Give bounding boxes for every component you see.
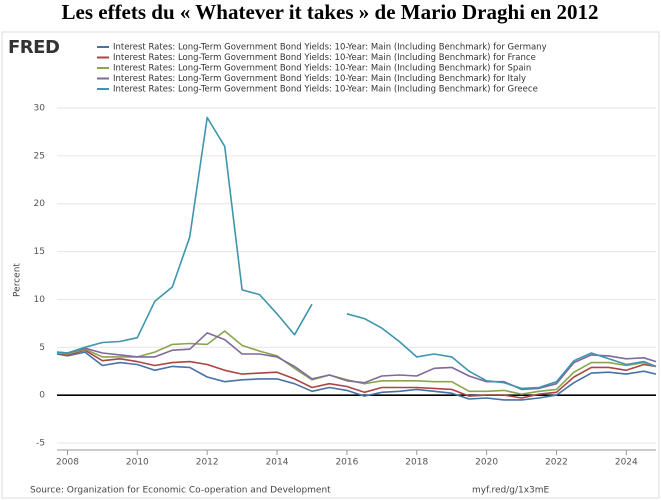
y-tick-label: -5	[36, 439, 45, 449]
chart-title: Les effets du « Whatever it takes » de M…	[62, 0, 599, 24]
x-tick-label: 2010	[126, 458, 149, 468]
series-line	[56, 116, 313, 354]
x-tick-label: 2022	[545, 458, 568, 468]
legend-label: Interest Rates: Long-Term Government Bon…	[113, 64, 531, 74]
y-tick-label: 5	[39, 343, 45, 353]
y-tick-label: 15	[34, 247, 45, 257]
y-axis-label: Percent	[13, 263, 23, 297]
y-tick-label: 30	[34, 104, 46, 114]
series-line	[56, 349, 657, 399]
link: myf.red/g/1x3mE	[472, 486, 550, 496]
series-line	[56, 351, 657, 401]
x-tick-label: 2024	[615, 458, 638, 468]
series-line	[56, 332, 657, 391]
plot-area	[57, 108, 657, 450]
series-line	[346, 313, 657, 390]
x-tick-label: 2016	[335, 458, 358, 468]
legend-label: Interest Rates: Long-Term Government Bon…	[113, 53, 536, 63]
y-tick-label: 25	[34, 151, 45, 161]
x-tick-label: 2012	[196, 458, 219, 468]
x-tick-label: 2020	[475, 458, 498, 468]
legend-label: Interest Rates: Long-Term Government Bon…	[113, 85, 538, 95]
source: Source: Organization for Economic Co-ope…	[30, 486, 331, 496]
x-tick-label: 2008	[56, 458, 79, 468]
logo: FRED	[8, 37, 59, 58]
legend-label: Interest Rates: Long-Term Government Bon…	[113, 74, 526, 84]
y-tick-label: 10	[34, 295, 46, 305]
y-tick-label: 20	[34, 199, 46, 209]
x-tick-label: 2014	[266, 458, 289, 468]
x-tick-label: 2018	[405, 458, 428, 468]
legend-label: Interest Rates: Long-Term Government Bon…	[113, 43, 547, 53]
y-tick-label: 0	[39, 391, 45, 401]
